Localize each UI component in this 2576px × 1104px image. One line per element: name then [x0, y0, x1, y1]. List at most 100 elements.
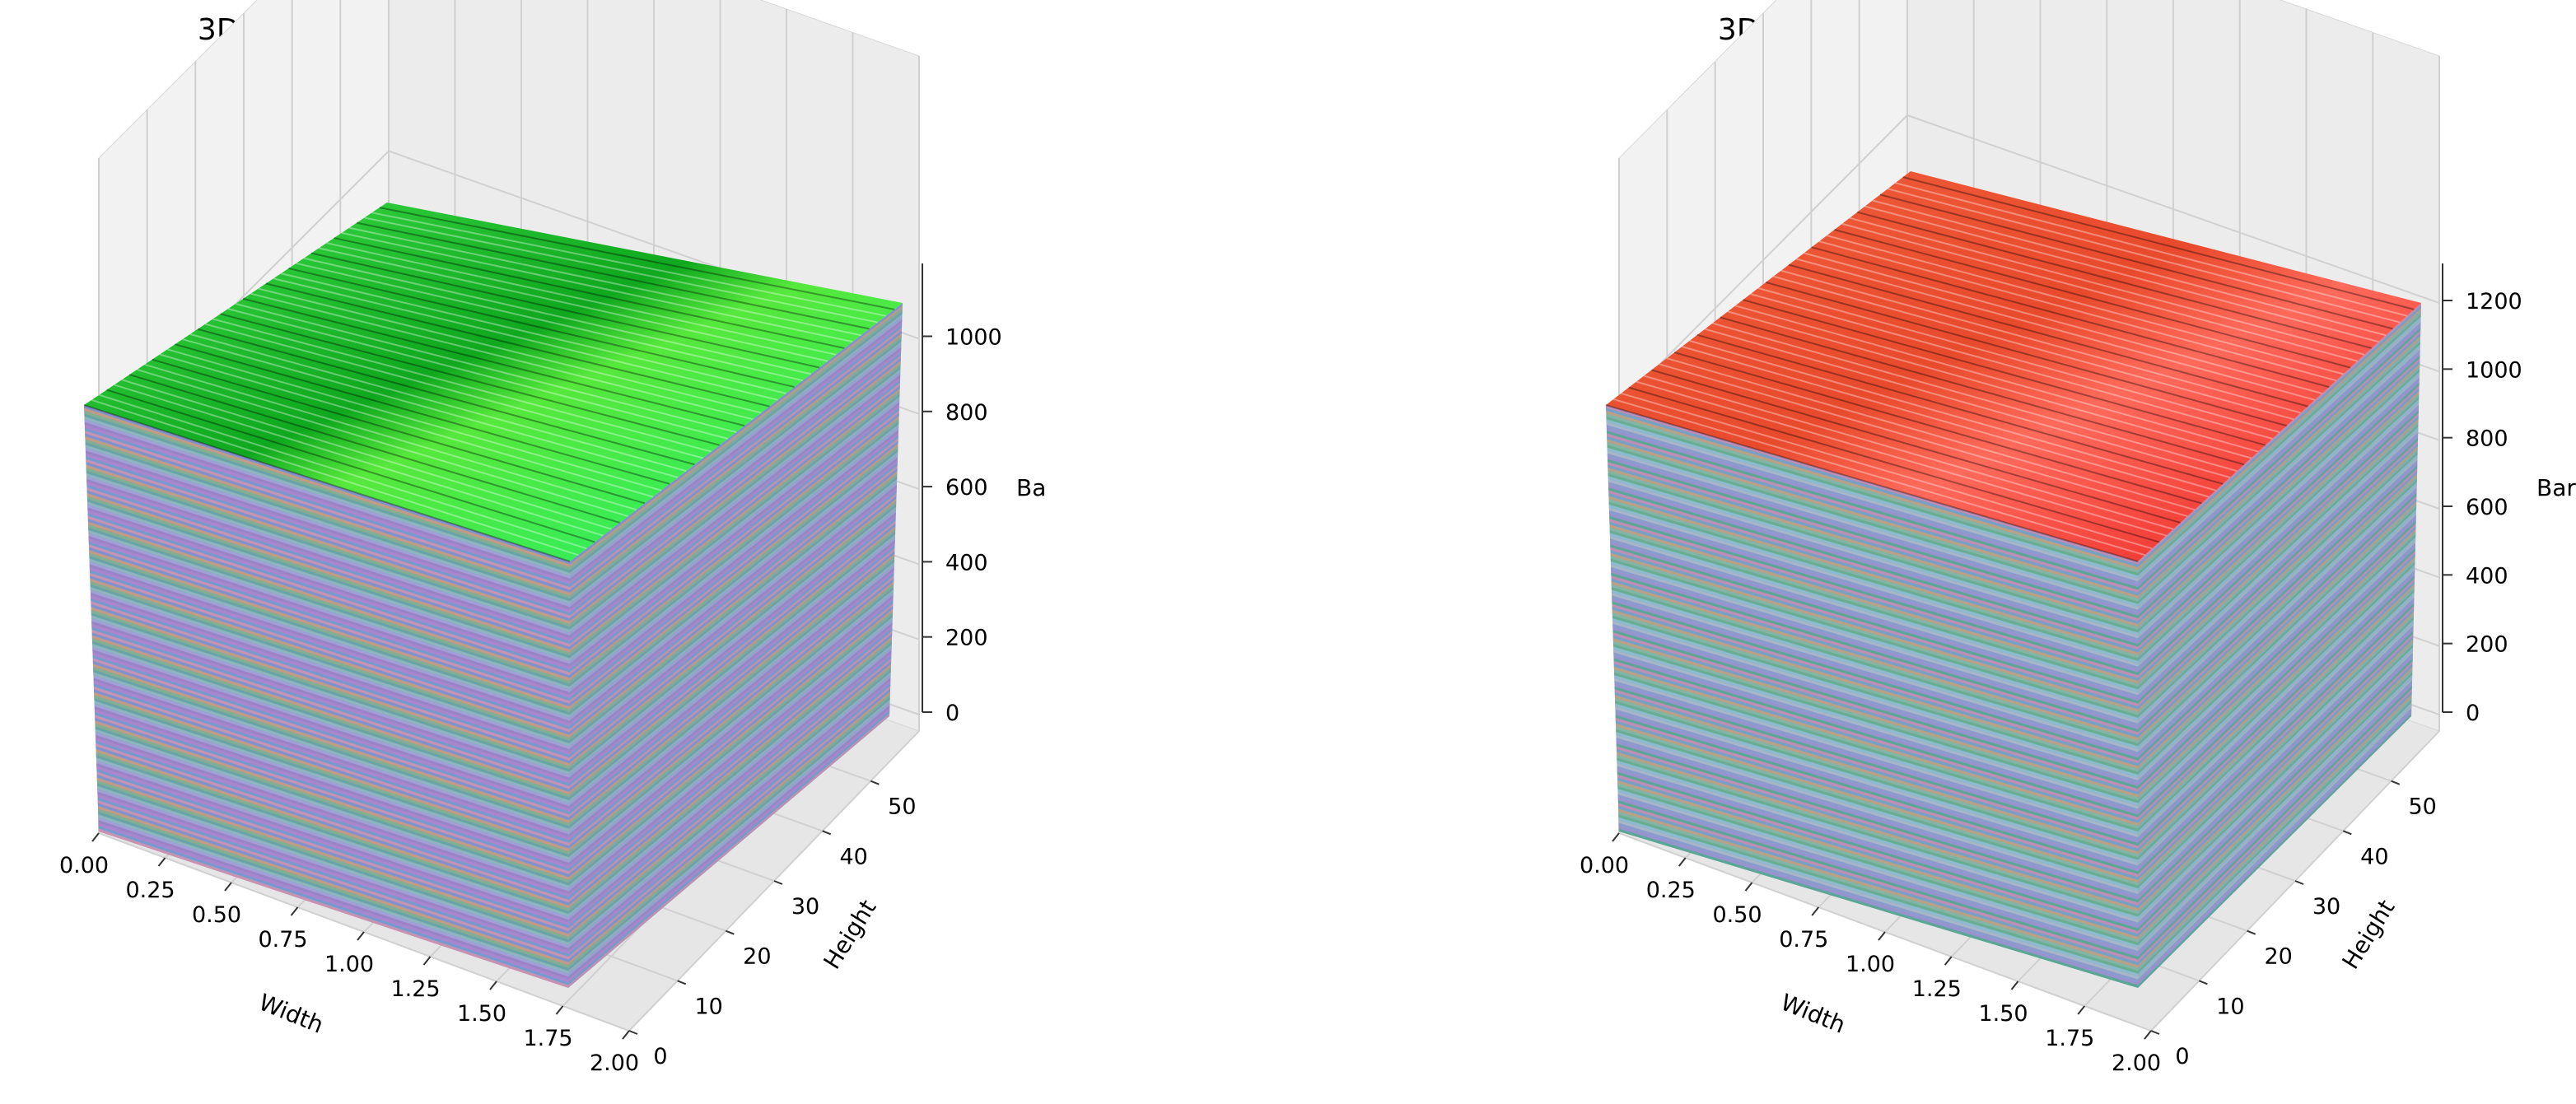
band-stripe	[91, 632, 569, 792]
band-stripe	[568, 619, 893, 892]
band-stripe	[568, 658, 892, 931]
band-stripe	[1617, 754, 2138, 915]
band-stripe	[2138, 311, 2421, 573]
band-stripe	[96, 777, 569, 937]
band-stripe	[1611, 570, 2138, 729]
band-stripe	[568, 614, 893, 886]
band-stripe	[2138, 592, 2415, 864]
band-stripe	[2138, 357, 2420, 622]
band-stripe	[2138, 672, 2413, 946]
band-stripe	[1606, 431, 2138, 590]
band-stripe	[2138, 487, 2417, 755]
band-stripe	[568, 650, 892, 923]
band-stripe	[93, 672, 569, 832]
band-stripe	[569, 412, 899, 678]
band-stripe	[91, 613, 570, 772]
top-texture-line	[1795, 258, 2316, 401]
band-stripe	[2138, 655, 2413, 929]
y-tick-mark	[725, 929, 735, 935]
band-stripe	[96, 769, 569, 929]
band-stripe	[568, 699, 890, 974]
band-stripe	[87, 507, 570, 667]
band-stripe	[568, 539, 895, 809]
band-stripe	[1618, 808, 2138, 968]
band-stripe	[90, 572, 570, 733]
band-stripe	[2138, 336, 2421, 599]
band-stripe	[569, 324, 903, 588]
band-stripe	[2138, 412, 2419, 678]
band-stripe	[93, 686, 569, 846]
band-stripe	[91, 603, 570, 764]
x-tick-mark	[157, 857, 166, 867]
band-stripe	[1610, 564, 2138, 724]
band-stripe	[2138, 559, 2415, 829]
band-stripe	[568, 581, 894, 852]
band-stripe	[2138, 633, 2414, 906]
band-stripe	[87, 501, 570, 661]
band-stripe	[2138, 449, 2418, 715]
band-stripe	[1611, 575, 2138, 735]
y-axis-label: Height	[2336, 895, 2400, 974]
band-stripe	[2138, 526, 2416, 795]
band-stripe	[2138, 575, 2415, 846]
top-texture-line	[106, 389, 595, 543]
band-stripe	[2138, 492, 2417, 761]
band-stripe	[2138, 375, 2420, 639]
band-stripe	[2138, 650, 2413, 923]
band-stripe	[568, 526, 896, 795]
top-texture-line	[1636, 380, 2167, 537]
band-stripe	[1609, 524, 2138, 684]
band-stripe	[86, 473, 570, 633]
band-stripe	[2138, 614, 2414, 886]
band-stripe	[2138, 440, 2418, 707]
top-texture-line	[379, 207, 895, 310]
band-stripe	[2138, 496, 2417, 764]
band-stripe	[1614, 683, 2138, 843]
band-stripe	[568, 510, 896, 778]
band-stripe	[569, 408, 899, 673]
band-stripe	[568, 545, 895, 815]
band-stripe	[568, 713, 890, 988]
band-stripe	[1615, 723, 2138, 883]
band-stripe	[2138, 454, 2418, 721]
band-stripe	[568, 515, 896, 784]
band-stripe	[2138, 432, 2419, 698]
y-axis-label: Height	[818, 895, 881, 974]
band-stripe	[86, 470, 570, 630]
band-stripe	[1608, 459, 2138, 619]
band-stripe	[2138, 639, 2414, 911]
band-stripe	[91, 623, 569, 784]
band-stripe	[2138, 553, 2415, 823]
band-stripe	[2138, 424, 2419, 690]
band-stripe	[568, 705, 890, 980]
band-stripe	[569, 416, 899, 682]
band-stripe	[568, 518, 896, 786]
band-stripe	[1615, 709, 2138, 869]
band-stripe	[569, 490, 897, 758]
band-stripe	[1606, 405, 2138, 565]
band-stripe	[1607, 439, 2138, 599]
band-stripe	[1608, 487, 2138, 647]
band-stripe	[95, 726, 569, 886]
top-texture-line	[152, 358, 646, 505]
top-texture-line	[1666, 357, 2196, 511]
band-stripe	[96, 754, 569, 915]
band-stripe	[2138, 385, 2420, 650]
chart-panel-1: 3D Visualization of Hyperspectral Cube0.…	[59, 0, 1046, 1076]
band-stripe	[87, 513, 570, 673]
band-stripe	[1612, 598, 2138, 758]
y-tick-mark	[628, 1030, 638, 1035]
band-stripe	[2138, 303, 2421, 565]
band-stripe	[94, 709, 569, 869]
top-texture-line	[364, 217, 878, 324]
x-tick-mark	[2144, 1030, 2152, 1040]
band-stripe	[2138, 479, 2417, 747]
band-stripe	[1615, 706, 2138, 866]
band-stripe	[569, 435, 898, 701]
top-texture-line	[212, 318, 712, 453]
band-stripe	[568, 523, 896, 792]
band-stripe	[86, 498, 570, 659]
band-stripe	[1608, 498, 2138, 659]
band-stripe	[96, 748, 569, 909]
